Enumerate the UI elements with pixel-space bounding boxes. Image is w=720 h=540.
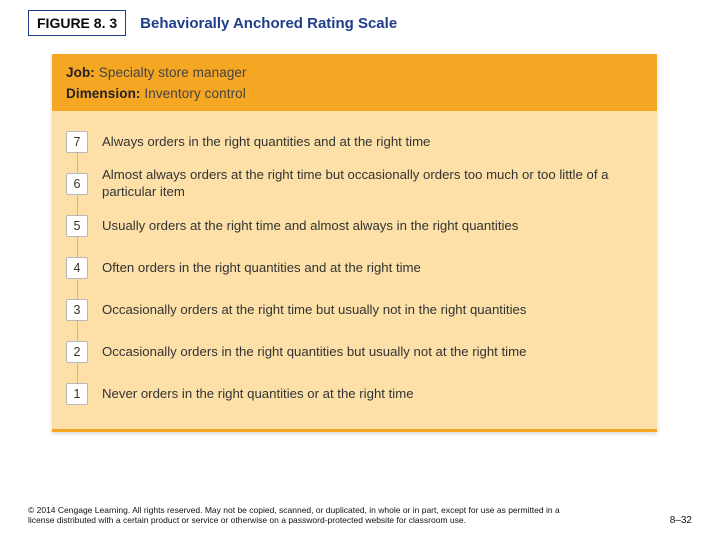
scale-number-box: 6: [66, 173, 88, 195]
slide-page: FIGURE 8. 3 Behaviorally Anchored Rating…: [0, 0, 720, 540]
slide-footer: © 2014 Cengage Learning. All rights rese…: [28, 505, 692, 526]
dimension-value: Inventory control: [144, 86, 246, 101]
scale-row: 4 Often orders in the right quantities a…: [66, 247, 643, 289]
scale-row: 7 Always orders in the right quantities …: [66, 121, 643, 163]
scale-description: Usually orders at the right time and alm…: [102, 218, 518, 235]
figure-header: FIGURE 8. 3 Behaviorally Anchored Rating…: [28, 10, 692, 36]
scale-row: 2 Occasionally orders in the right quant…: [66, 331, 643, 373]
dimension-row: Dimension: Inventory control: [66, 84, 643, 105]
copyright-text: © 2014 Cengage Learning. All rights rese…: [28, 505, 588, 526]
scale-description: Always orders in the right quantities an…: [102, 134, 430, 151]
job-value: Specialty store manager: [99, 65, 247, 80]
scale-row: 5 Usually orders at the right time and a…: [66, 205, 643, 247]
scale-description: Almost always orders at the right time b…: [102, 167, 643, 200]
dimension-label: Dimension:: [66, 86, 141, 101]
scale-row: 1 Never orders in the right quantities o…: [66, 373, 643, 415]
scale-number-box: 1: [66, 383, 88, 405]
scale-number-box: 4: [66, 257, 88, 279]
scale-row: 3 Occasionally orders at the right time …: [66, 289, 643, 331]
scale-area: 7 Always orders in the right quantities …: [52, 111, 657, 429]
scale-number-box: 7: [66, 131, 88, 153]
scale-description: Never orders in the right quantities or …: [102, 386, 414, 403]
page-number: 8–32: [670, 515, 692, 526]
scale-inner: 7 Always orders in the right quantities …: [66, 121, 643, 415]
job-row: Job: Specialty store manager: [66, 63, 643, 84]
scale-description: Often orders in the right quantities and…: [102, 260, 421, 277]
job-label: Job:: [66, 65, 95, 80]
panel-head-band: Job: Specialty store manager Dimension: …: [52, 57, 657, 111]
scale-number-box: 3: [66, 299, 88, 321]
scale-number-box: 5: [66, 215, 88, 237]
scale-description: Occasionally orders in the right quantit…: [102, 344, 526, 361]
scale-row: 6 Almost always orders at the right time…: [66, 163, 643, 205]
bars-panel: Job: Specialty store manager Dimension: …: [52, 54, 657, 432]
figure-title: Behaviorally Anchored Rating Scale: [140, 15, 397, 32]
figure-number-box: FIGURE 8. 3: [28, 10, 126, 36]
scale-description: Occasionally orders at the right time bu…: [102, 302, 526, 319]
scale-number-box: 2: [66, 341, 88, 363]
